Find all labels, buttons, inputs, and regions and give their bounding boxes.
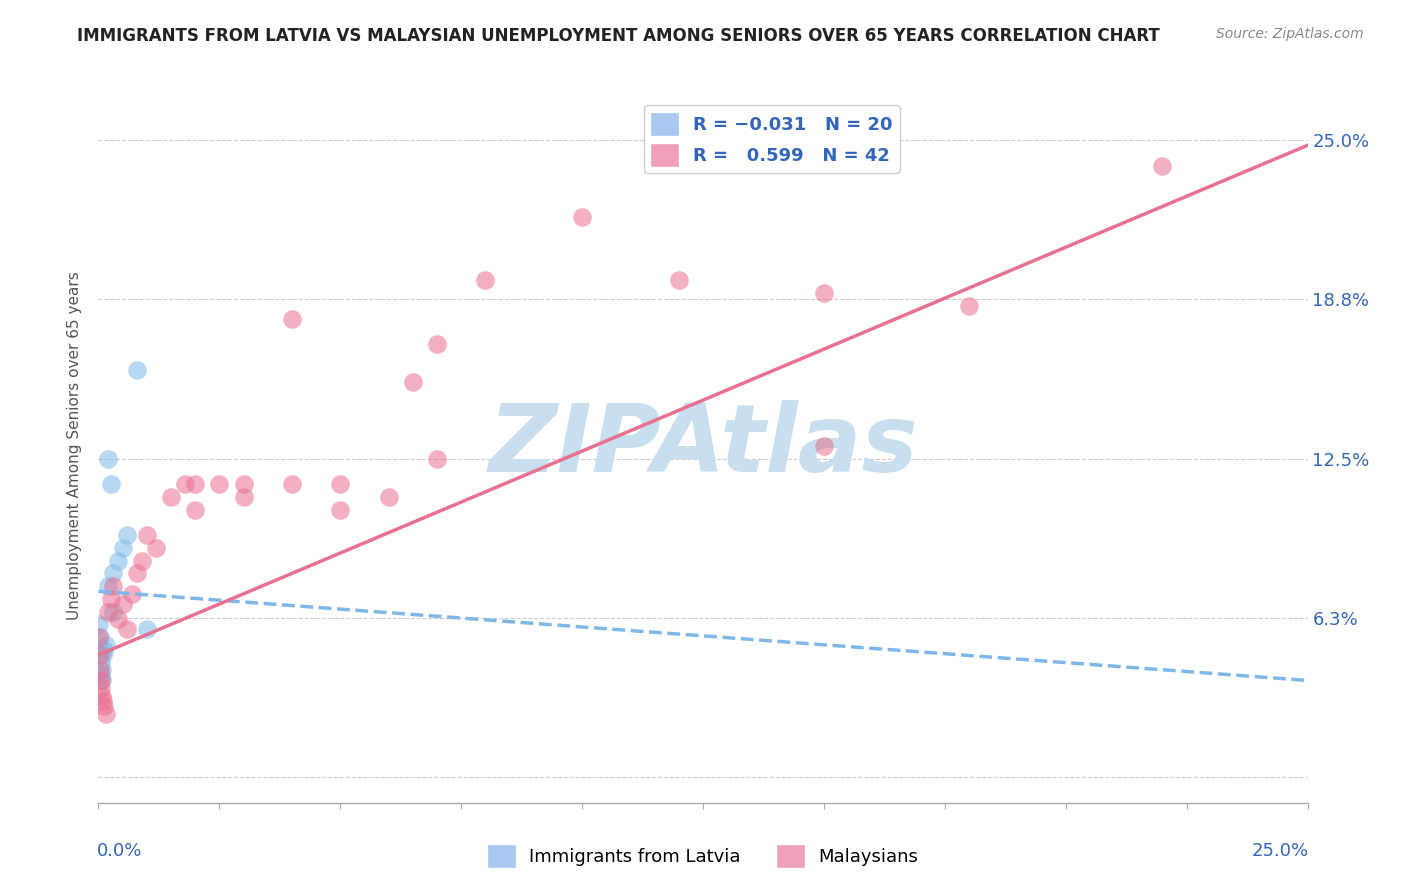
Point <box>89 630 111 644</box>
Point <box>127 362 149 376</box>
Point <box>135 528 157 542</box>
Point <box>160 490 183 504</box>
Point <box>93 698 115 713</box>
Point <box>111 541 134 555</box>
Point <box>93 643 115 657</box>
Point <box>117 528 139 542</box>
Point <box>281 477 304 491</box>
Point <box>111 597 134 611</box>
Legend: Immigrants from Latvia, Malaysians: Immigrants from Latvia, Malaysians <box>481 838 925 874</box>
Point <box>121 587 143 601</box>
Point <box>329 477 352 491</box>
Point <box>208 477 231 491</box>
Point <box>90 656 112 670</box>
Point <box>89 648 111 662</box>
Point <box>94 706 117 721</box>
Legend: R = −0.031   N = 20, R =   0.599   N = 42: R = −0.031 N = 20, R = 0.599 N = 42 <box>644 105 900 173</box>
Point <box>145 541 167 555</box>
Point <box>97 451 120 466</box>
Point <box>131 554 153 568</box>
Point <box>184 477 207 491</box>
Point <box>90 673 112 688</box>
Point <box>668 273 690 287</box>
Point <box>89 617 111 632</box>
Point <box>90 668 112 682</box>
Point <box>426 337 449 351</box>
Point <box>426 451 449 466</box>
Point <box>91 663 114 677</box>
Point <box>91 648 114 662</box>
Point <box>135 623 157 637</box>
Point <box>117 623 139 637</box>
Point <box>89 643 111 657</box>
Point <box>127 566 149 581</box>
Point <box>91 689 114 703</box>
Point <box>107 554 129 568</box>
Point <box>377 490 399 504</box>
Point <box>813 439 835 453</box>
Text: 25.0%: 25.0% <box>1251 842 1309 860</box>
Point <box>281 311 304 326</box>
Point <box>89 630 111 644</box>
Text: IMMIGRANTS FROM LATVIA VS MALAYSIAN UNEMPLOYMENT AMONG SENIORS OVER 65 YEARS COR: IMMIGRANTS FROM LATVIA VS MALAYSIAN UNEM… <box>77 27 1160 45</box>
Point <box>101 566 124 581</box>
Point <box>107 612 129 626</box>
Text: Source: ZipAtlas.com: Source: ZipAtlas.com <box>1216 27 1364 41</box>
Point <box>100 591 122 606</box>
Point <box>100 477 122 491</box>
Point <box>174 477 197 491</box>
Point <box>184 502 207 516</box>
Point <box>1152 159 1174 173</box>
Point <box>402 376 425 390</box>
Point <box>232 490 254 504</box>
Point <box>97 605 120 619</box>
Point <box>90 673 112 688</box>
Point <box>571 210 593 224</box>
Point <box>232 477 254 491</box>
Text: ZIPAtlas: ZIPAtlas <box>488 400 918 492</box>
Point <box>101 605 124 619</box>
Point <box>101 579 124 593</box>
Point <box>91 694 114 708</box>
Point <box>957 299 980 313</box>
Point <box>813 286 835 301</box>
Y-axis label: Unemployment Among Seniors over 65 years: Unemployment Among Seniors over 65 years <box>67 272 83 620</box>
Point <box>329 502 352 516</box>
Point <box>97 579 120 593</box>
Point <box>94 638 117 652</box>
Text: 0.0%: 0.0% <box>97 842 142 860</box>
Point <box>474 273 496 287</box>
Point <box>90 681 112 695</box>
Point <box>89 663 111 677</box>
